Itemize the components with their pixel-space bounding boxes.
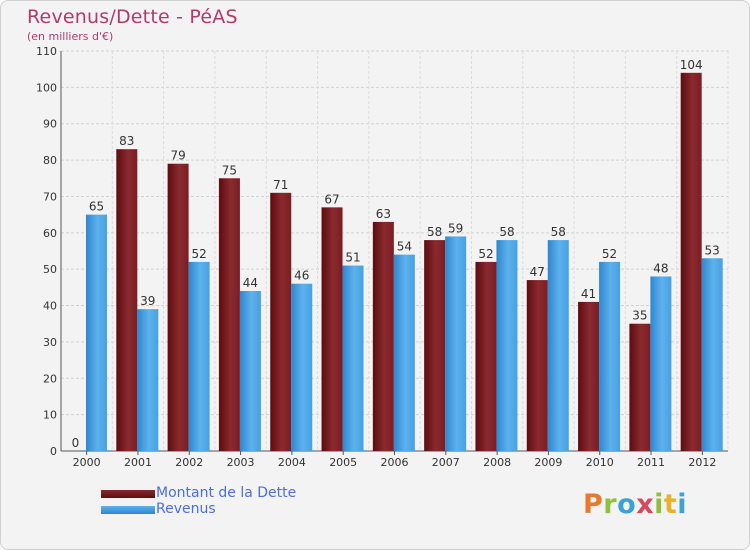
- y-tick-label: 0: [50, 445, 57, 458]
- logo-letter: x: [636, 489, 655, 520]
- chart-subtitle: (en milliers d'€): [27, 30, 114, 43]
- legend-label-revenue: Revenus: [156, 501, 216, 517]
- y-tick-label: 60: [43, 227, 57, 240]
- y-tick-label: 70: [43, 190, 57, 203]
- y-tick-label: 30: [43, 336, 57, 349]
- x-tick-label: 2012: [688, 456, 716, 469]
- x-tick-label: 2001: [124, 456, 152, 469]
- data-label: 51: [345, 251, 360, 265]
- data-label: 65: [89, 200, 104, 214]
- y-tick-label: 40: [43, 300, 57, 313]
- bar-debt: [218, 178, 240, 452]
- data-labels: 0 83 79 75 71 67 63 58 52 47 41 35 104 65 39 52 44 46 51 54…: [72, 58, 720, 450]
- bar-revenue: [137, 309, 159, 451]
- x-tick-label: 2006: [381, 456, 409, 469]
- bar-revenue: [701, 258, 723, 451]
- data-label: 53: [705, 243, 720, 257]
- bar-debt: [116, 149, 138, 451]
- data-label: 47: [530, 265, 545, 279]
- x-tick-label: 2010: [586, 456, 614, 469]
- logo-letter: P: [583, 489, 604, 520]
- y-tick-label: 50: [43, 263, 57, 276]
- bar-debt: [321, 207, 343, 451]
- bar-debt: [578, 301, 600, 451]
- data-label: 63: [376, 207, 391, 221]
- data-label: 83: [119, 134, 134, 148]
- data-label: 52: [478, 247, 493, 261]
- bar-revenue: [599, 261, 621, 451]
- data-label: 48: [653, 261, 668, 275]
- data-label: 75: [222, 163, 237, 177]
- x-tick-label: 2005: [329, 456, 357, 469]
- data-label: 58: [551, 225, 566, 239]
- data-label: 52: [191, 247, 206, 261]
- legend-swatch-debt: [101, 490, 155, 498]
- data-label: 39: [140, 294, 155, 308]
- proxiti-logo: Proxiti: [583, 489, 687, 520]
- bar-debt: [526, 280, 548, 451]
- data-label: 54: [397, 240, 412, 254]
- x-axis: 2000 2001 2002 2003 2004 2005 2006 2007 2008 2009…: [61, 450, 728, 469]
- legend-label-debt: Montant de la Dette: [156, 485, 297, 501]
- bar-revenue: [393, 254, 415, 451]
- data-label: 71: [273, 178, 288, 192]
- x-tick-label: 2004: [278, 456, 306, 469]
- x-tick-label: 2009: [534, 456, 562, 469]
- bar-revenue: [291, 283, 313, 451]
- logo-letter: r: [603, 489, 618, 520]
- bar-revenue: [188, 261, 210, 451]
- data-label: 79: [170, 149, 185, 163]
- y-tick-label: 20: [43, 372, 57, 385]
- logo-letter: i: [677, 489, 688, 520]
- logo-letter: o: [617, 489, 637, 520]
- bar-revenue: [496, 240, 518, 451]
- bar-revenue: [547, 240, 569, 451]
- x-tick-label: 2011: [637, 456, 665, 469]
- y-tick-label: 110: [36, 45, 57, 58]
- bar-debt: [475, 261, 497, 451]
- bar-debt: [167, 163, 189, 451]
- x-tick-label: 2008: [483, 456, 511, 469]
- data-label: 104: [680, 58, 703, 72]
- y-tick-label: 10: [43, 409, 57, 422]
- data-label: 59: [448, 221, 463, 235]
- y-tick-label: 100: [36, 81, 57, 94]
- y-axis: 0 10 20 30 40 50 60 70 80 90 100 110: [36, 45, 62, 458]
- bar-debt: [629, 323, 651, 451]
- data-label: 35: [632, 309, 647, 323]
- data-label: 67: [324, 192, 339, 206]
- logo-letter: i: [654, 489, 664, 520]
- data-label: 44: [243, 276, 258, 290]
- data-label: 41: [581, 287, 596, 301]
- bar-revenue: [650, 276, 672, 451]
- data-label: 58: [427, 225, 442, 239]
- bars: [86, 72, 723, 452]
- logo-letter: t: [663, 489, 678, 520]
- x-tick-label: 2007: [432, 456, 460, 469]
- bar-revenue: [239, 291, 261, 451]
- bar-debt: [372, 221, 394, 451]
- data-label: 0: [72, 436, 80, 450]
- data-label: 58: [499, 225, 514, 239]
- bar-debt: [270, 192, 292, 451]
- bar-revenue: [342, 265, 364, 451]
- bar-debt: [680, 72, 702, 452]
- legend-swatch-revenue: [101, 506, 155, 514]
- x-tick-label: 2000: [73, 456, 101, 469]
- x-tick-label: 2003: [227, 456, 255, 469]
- y-tick-label: 80: [43, 154, 57, 167]
- y-tick-label: 90: [43, 118, 57, 131]
- bar-revenue: [445, 236, 467, 451]
- bar-debt: [424, 240, 446, 451]
- chart-title: Revenus/Dette - PéAS: [27, 6, 238, 28]
- bar-revenue: [86, 214, 107, 451]
- data-label: 46: [294, 269, 309, 283]
- data-label: 52: [602, 247, 617, 261]
- x-tick-label: 2002: [175, 456, 203, 469]
